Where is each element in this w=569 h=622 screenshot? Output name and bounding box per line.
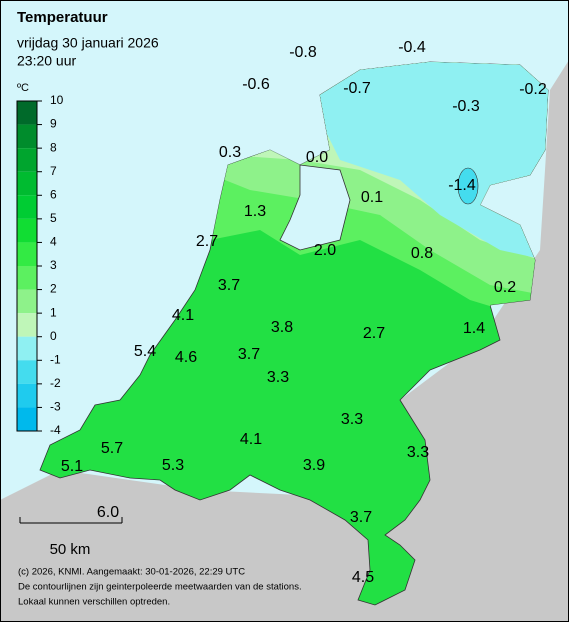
legend-band bbox=[17, 266, 37, 290]
station-value: -0.4 bbox=[398, 39, 426, 56]
legend-band bbox=[17, 313, 37, 337]
station-value: 0.3 bbox=[219, 144, 241, 161]
legend-band bbox=[17, 407, 37, 431]
legend-tick-label: -3 bbox=[50, 400, 61, 414]
station-value: -0.8 bbox=[289, 44, 317, 61]
station-value: 3.7 bbox=[218, 277, 240, 294]
station-value: 3.3 bbox=[407, 444, 429, 461]
legend-tick-label: 7 bbox=[50, 164, 57, 178]
station-value: 0.1 bbox=[361, 189, 383, 206]
legend-band bbox=[17, 218, 37, 243]
legend-tick-label: -2 bbox=[50, 376, 61, 390]
time: 23:20 uur bbox=[17, 53, 76, 69]
station-value: 5.1 bbox=[61, 458, 83, 475]
legend-tick-label: 3 bbox=[50, 258, 57, 272]
footer-line: Lokaal kunnen verschillen optreden. bbox=[18, 597, 170, 608]
station-value: -0.3 bbox=[452, 98, 480, 115]
station-value: 2.0 bbox=[314, 242, 336, 259]
station-value: -0.6 bbox=[242, 76, 270, 93]
legend-band bbox=[17, 360, 37, 384]
legend-band bbox=[17, 195, 37, 219]
stations: -0.8 -0.4 -0.6 -0.7 -0.3 -0.2 0.3 0.0 0.1 -1.4 1.3… bbox=[61, 39, 547, 586]
legend-tick-label: 4 bbox=[50, 235, 57, 249]
legend-tick-label: 10 bbox=[50, 93, 64, 107]
station-value: 3.9 bbox=[303, 457, 325, 474]
legend-tick-label: 8 bbox=[50, 140, 57, 154]
station-value: 3.8 bbox=[271, 319, 293, 336]
station-value: 0.2 bbox=[494, 279, 516, 296]
station-value: 4.5 bbox=[352, 569, 374, 586]
ijsselmeer bbox=[279, 164, 351, 251]
legend-tick-label: 2 bbox=[50, 282, 57, 296]
station-value: 5.4 bbox=[134, 343, 156, 360]
station-value: -0.2 bbox=[519, 81, 547, 98]
legend-tick-label: 0 bbox=[50, 329, 57, 343]
station-value: 5.3 bbox=[162, 457, 184, 474]
zone-minus2-minus1 bbox=[457, 167, 479, 205]
legend-tick-label: -1 bbox=[50, 352, 61, 366]
station-value: 0.8 bbox=[411, 245, 433, 262]
station-value: 2.7 bbox=[196, 233, 218, 250]
station-value: 1.4 bbox=[463, 320, 485, 337]
station-value: 5.7 bbox=[101, 440, 123, 457]
legend-unit: ºC bbox=[17, 82, 29, 94]
footer-line: De contourlijnen zijn geinterpoleerde me… bbox=[18, 582, 302, 593]
legend-tick-label: -4 bbox=[50, 423, 61, 437]
title: Temperatuur bbox=[17, 9, 108, 26]
legend-band bbox=[17, 101, 37, 125]
scale-bar-label: 50 km bbox=[50, 541, 91, 558]
legend-band bbox=[17, 289, 37, 314]
legend-band bbox=[17, 242, 37, 266]
station-value: 4.1 bbox=[172, 307, 194, 324]
station-value: 1.3 bbox=[244, 203, 266, 220]
station-value: 3.7 bbox=[350, 509, 372, 526]
station-value: 4.1 bbox=[240, 431, 262, 448]
station-value: -1.4 bbox=[448, 177, 476, 194]
legend-band bbox=[17, 124, 37, 149]
legend-band bbox=[17, 148, 37, 172]
legend-band bbox=[17, 383, 37, 408]
station-value: 6.0 bbox=[97, 504, 119, 521]
legend-tick-label: 9 bbox=[50, 117, 57, 131]
station-value: 3.3 bbox=[341, 411, 363, 428]
footer-line: (c) 2026, KNMI. Aangemaakt: 30-01-2026, … bbox=[18, 567, 245, 578]
station-value: 2.7 bbox=[363, 325, 385, 342]
station-value: 0.0 bbox=[306, 149, 328, 166]
legend-band bbox=[17, 336, 37, 361]
station-value: 3.3 bbox=[267, 369, 289, 386]
legend-tick-label: 5 bbox=[50, 211, 57, 225]
date: vrijdag 30 januari 2026 bbox=[17, 35, 159, 51]
legend-band bbox=[17, 171, 37, 196]
legend-tick-label: 6 bbox=[50, 187, 57, 201]
station-value: 3.7 bbox=[238, 346, 260, 363]
station-value: 4.6 bbox=[175, 349, 197, 366]
station-value: -0.7 bbox=[343, 80, 371, 97]
legend-tick-label: 1 bbox=[50, 305, 57, 319]
